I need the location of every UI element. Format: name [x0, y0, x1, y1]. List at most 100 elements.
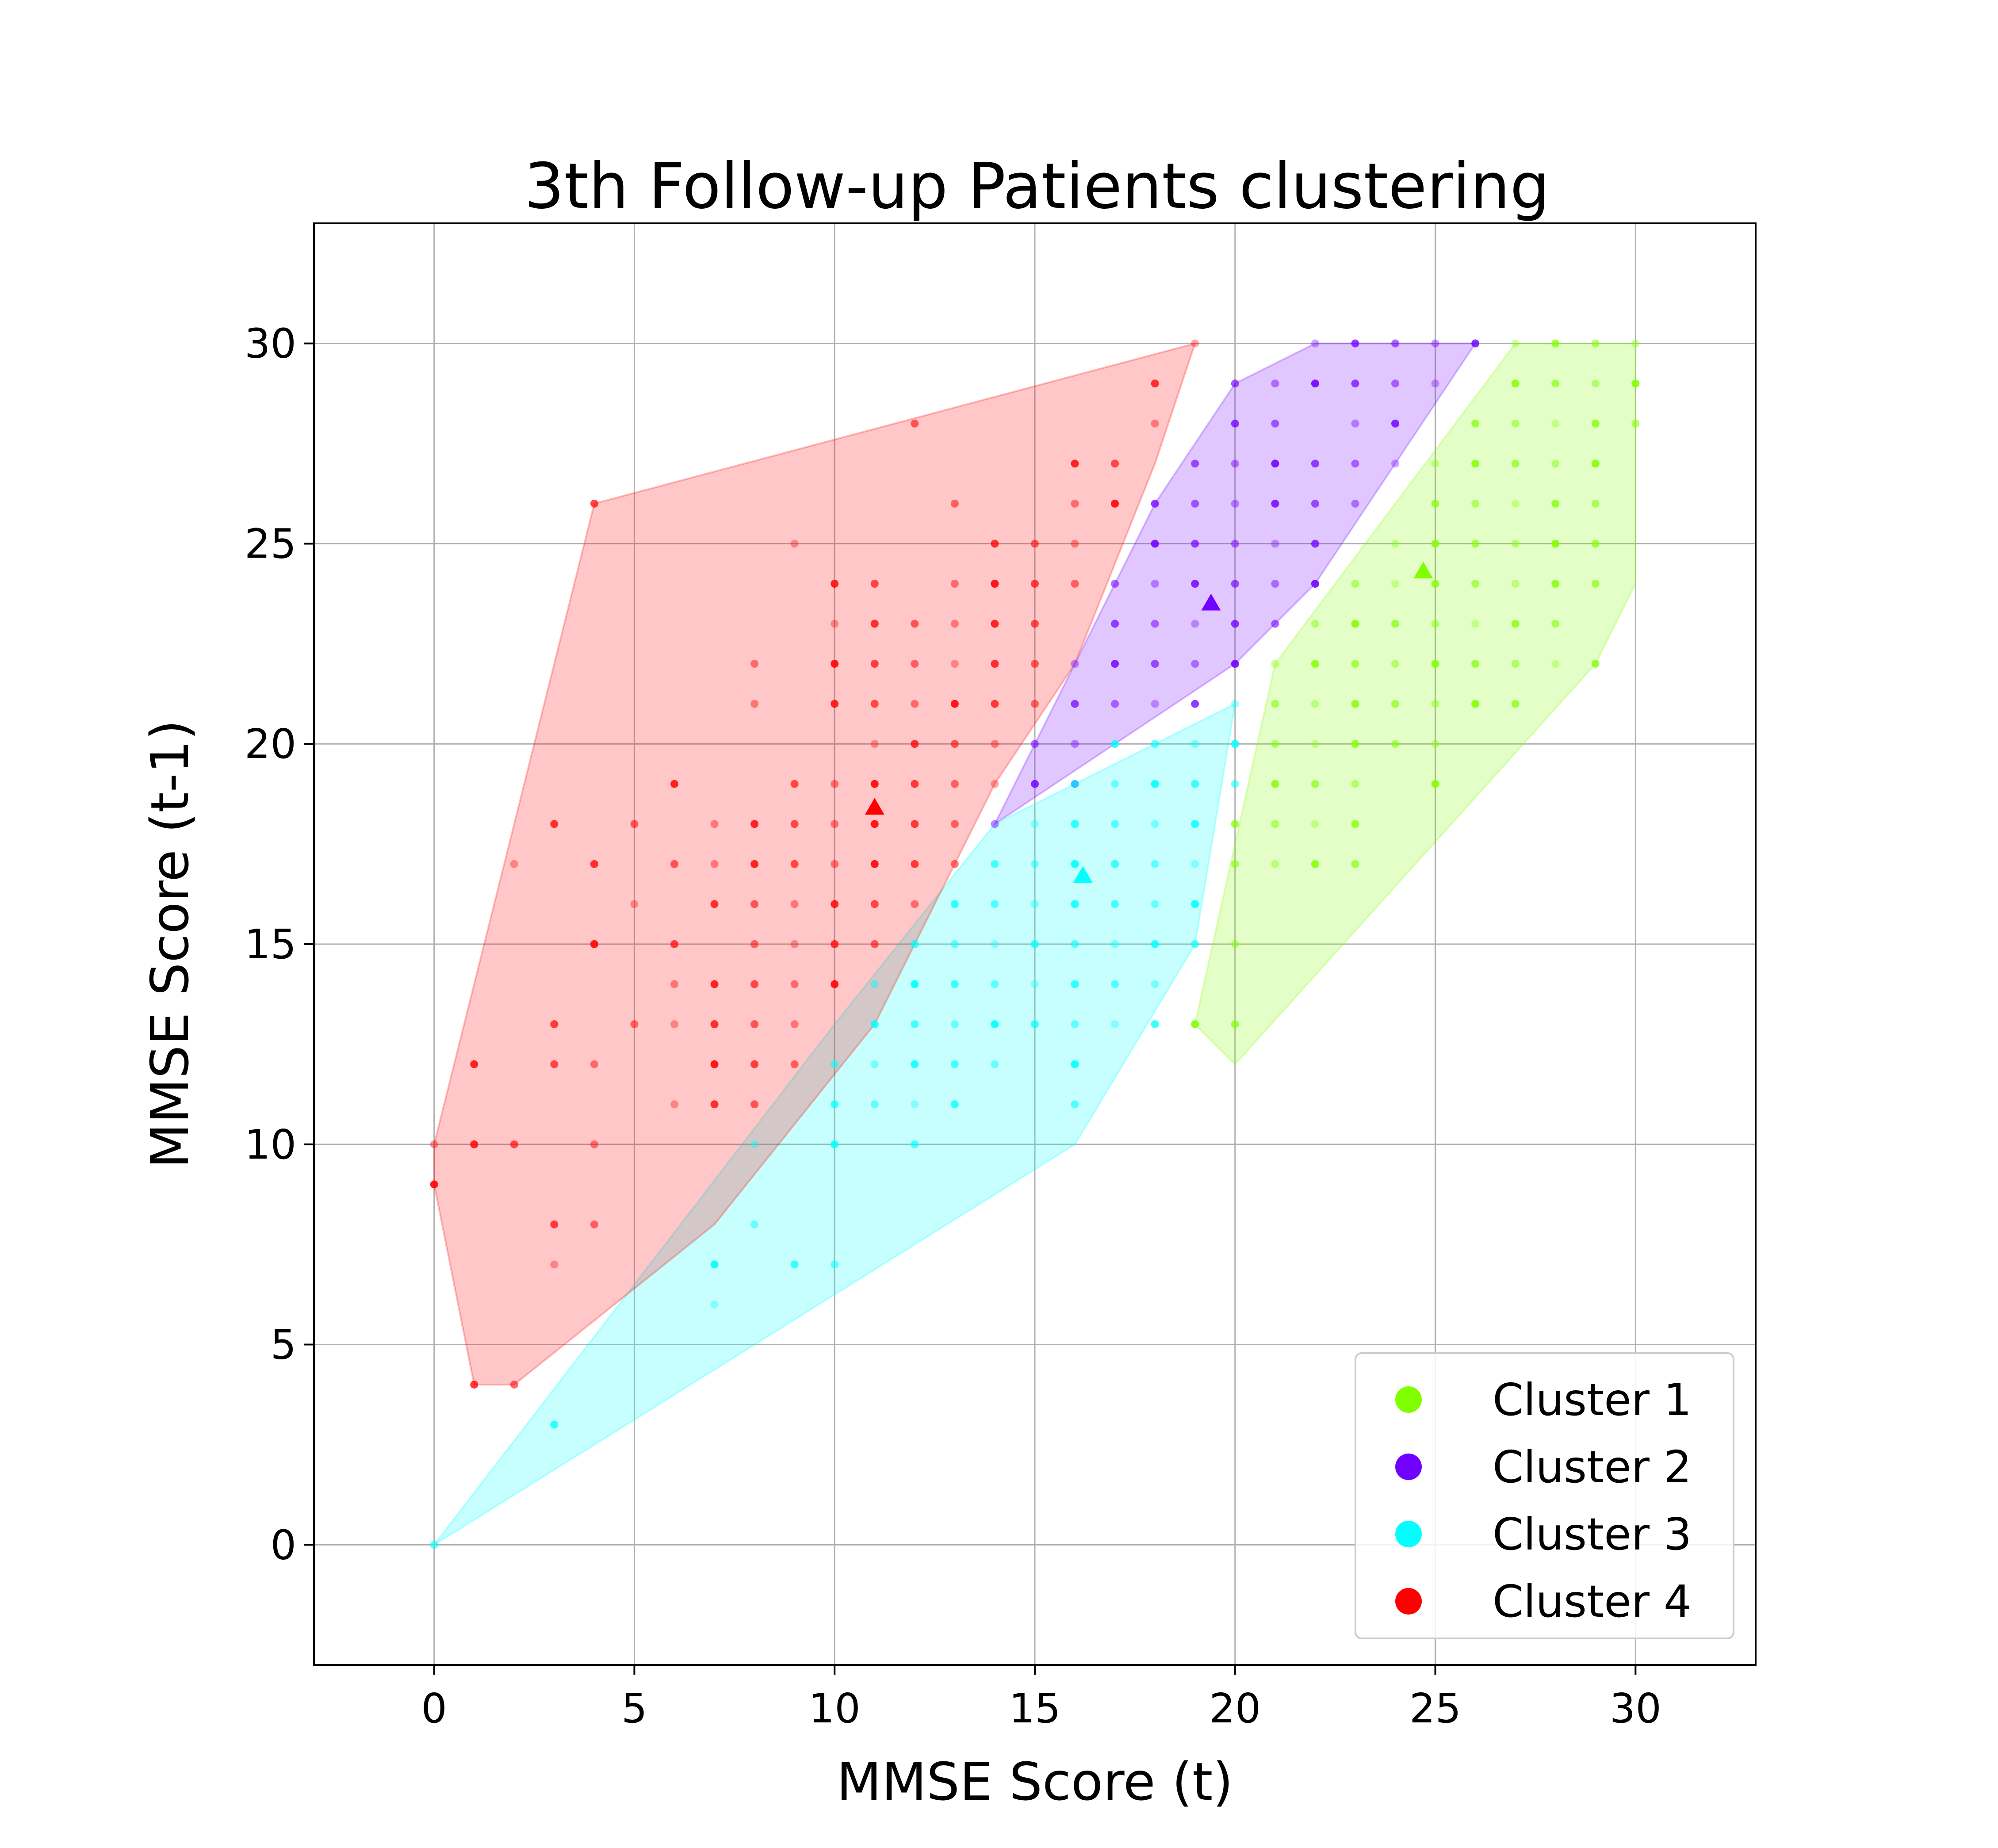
point-cluster-4 [630, 820, 639, 828]
point-cluster-1 [1311, 740, 1319, 748]
point-cluster-4 [710, 980, 719, 988]
x-tick-label: 0 [421, 1685, 447, 1732]
point-cluster-4 [991, 740, 999, 748]
point-cluster-3 [950, 900, 959, 908]
point-cluster-1 [1471, 539, 1480, 548]
point-cluster-4 [710, 1020, 719, 1029]
point-cluster-1 [1551, 620, 1560, 628]
point-cluster-2 [1271, 620, 1279, 628]
point-cluster-3 [1111, 740, 1119, 748]
point-cluster-4 [710, 1060, 719, 1068]
point-cluster-4 [950, 700, 959, 708]
point-cluster-4 [590, 940, 598, 948]
point-cluster-3 [911, 980, 919, 988]
point-cluster-2 [1071, 700, 1079, 708]
point-cluster-3 [1111, 980, 1119, 988]
y-tick-label: 25 [245, 520, 296, 567]
point-cluster-3 [790, 1260, 799, 1269]
point-cluster-1 [1551, 459, 1560, 468]
point-cluster-4 [991, 780, 999, 788]
point-cluster-4 [1031, 620, 1039, 628]
point-cluster-3 [911, 1060, 919, 1068]
point-cluster-4 [790, 539, 799, 548]
point-cluster-2 [1111, 700, 1119, 708]
point-cluster-3 [1071, 980, 1079, 988]
data-points [430, 339, 1640, 1549]
point-cluster-3 [1191, 740, 1199, 748]
point-cluster-3 [1071, 780, 1079, 788]
point-cluster-4 [1071, 499, 1079, 508]
point-cluster-2 [1231, 660, 1239, 668]
point-cluster-1 [1471, 580, 1480, 588]
point-cluster-1 [1551, 419, 1560, 428]
centroid-cluster-3 [1073, 866, 1093, 883]
point-cluster-2 [1191, 539, 1199, 548]
centroid-cluster-2 [1201, 593, 1221, 611]
legend-box [1355, 1352, 1734, 1639]
point-cluster-2 [1271, 539, 1279, 548]
point-cluster-3 [911, 940, 919, 948]
point-cluster-1 [1351, 660, 1359, 668]
point-cluster-2 [1191, 660, 1199, 668]
point-cluster-4 [991, 660, 999, 668]
point-cluster-4 [750, 980, 759, 988]
point-cluster-4 [831, 980, 839, 988]
point-cluster-1 [1351, 740, 1359, 748]
x-tick-label: 15 [1009, 1685, 1060, 1732]
point-cluster-4 [710, 820, 719, 828]
point-cluster-3 [991, 940, 999, 948]
point-cluster-3 [991, 980, 999, 988]
point-cluster-3 [1111, 860, 1119, 868]
point-cluster-1 [1591, 379, 1600, 388]
legend-label-cluster-4: Cluster 4 [1493, 1576, 1692, 1627]
legend-label-cluster-1: Cluster 1 [1493, 1374, 1692, 1426]
point-cluster-4 [911, 740, 919, 748]
point-cluster-1 [1591, 339, 1600, 348]
point-cluster-3 [710, 1301, 719, 1309]
point-cluster-2 [1151, 580, 1159, 588]
point-cluster-4 [510, 860, 518, 868]
point-cluster-3 [1031, 860, 1039, 868]
point-cluster-4 [670, 1100, 678, 1109]
point-cluster-2 [1191, 700, 1199, 708]
point-cluster-3 [1071, 900, 1079, 908]
point-cluster-2 [1311, 459, 1319, 468]
point-cluster-1 [1431, 459, 1439, 468]
point-cluster-2 [1391, 459, 1399, 468]
point-cluster-1 [1351, 620, 1359, 628]
x-axis-label: MMSE Score (t) [837, 1751, 1233, 1812]
point-cluster-3 [1231, 700, 1239, 708]
x-tick-label: 30 [1610, 1685, 1661, 1732]
point-cluster-3 [991, 1060, 999, 1068]
point-cluster-2 [1351, 339, 1359, 348]
point-cluster-2 [1431, 379, 1439, 388]
point-cluster-4 [670, 860, 678, 868]
point-cluster-4 [1031, 660, 1039, 668]
point-cluster-4 [870, 700, 879, 708]
point-cluster-4 [831, 700, 839, 708]
point-cluster-1 [1431, 700, 1439, 708]
point-cluster-2 [1191, 580, 1199, 588]
point-cluster-4 [750, 1020, 759, 1029]
point-cluster-1 [1191, 1020, 1199, 1029]
point-cluster-2 [1111, 580, 1119, 588]
point-cluster-4 [510, 1381, 518, 1389]
point-cluster-3 [1151, 780, 1159, 788]
point-cluster-4 [790, 900, 799, 908]
point-cluster-2 [1031, 780, 1039, 788]
point-cluster-1 [1591, 539, 1600, 548]
point-cluster-2 [1231, 620, 1239, 628]
point-cluster-1 [1231, 820, 1239, 828]
point-cluster-2 [1151, 539, 1159, 548]
point-cluster-1 [1431, 499, 1439, 508]
point-cluster-2 [1071, 660, 1079, 668]
point-cluster-4 [750, 1060, 759, 1068]
point-cluster-4 [750, 820, 759, 828]
point-cluster-4 [950, 580, 959, 588]
x-axis-ticks: 0 5 10 15 20 25 30 [421, 1665, 1661, 1732]
point-cluster-1 [1311, 620, 1319, 628]
point-cluster-4 [790, 820, 799, 828]
point-cluster-4 [991, 620, 999, 628]
point-cluster-4 [670, 940, 678, 948]
point-cluster-4 [590, 860, 598, 868]
